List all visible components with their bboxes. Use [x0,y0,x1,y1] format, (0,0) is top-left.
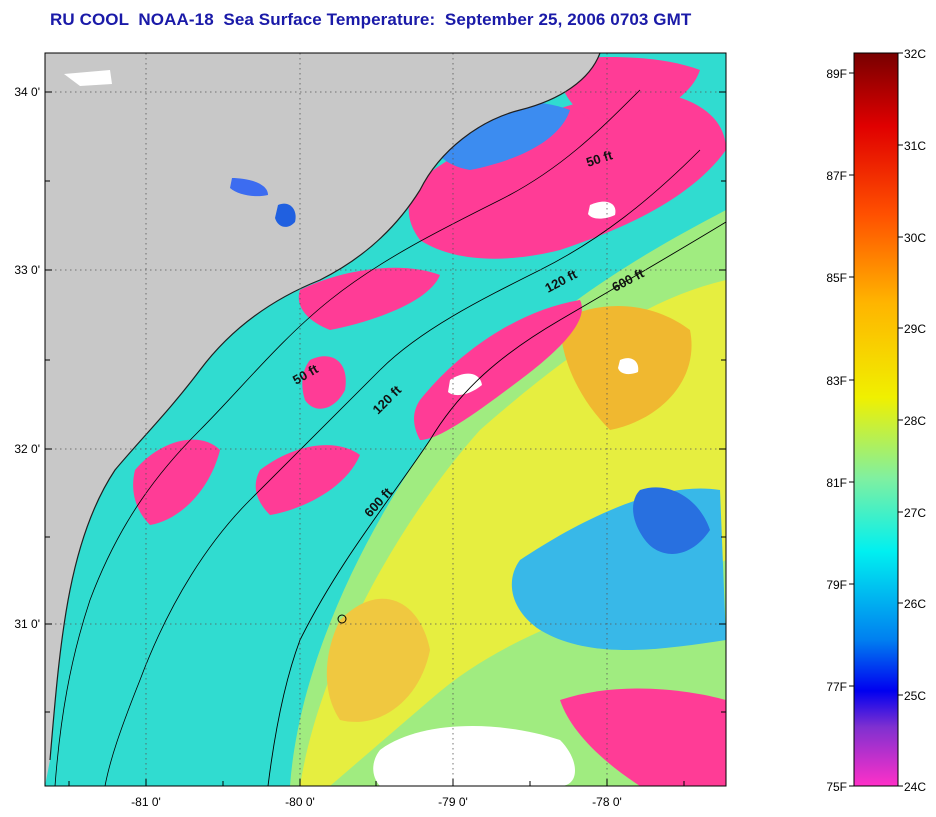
cloud-north [588,201,616,219]
colorbar-fahrenheit-label: 75F [826,780,847,794]
cold-patch-small-1 [302,356,346,409]
colorbar-celsius-label: 30C [904,231,926,245]
contour-120ft [104,149,701,786]
colorbar-fahrenheit-label: 81F [826,476,847,490]
colorbar-celsius-label: 26C [904,597,926,611]
colorbar-fahrenheit-label: 77F [826,680,847,694]
cloud-south [373,726,575,786]
warm-water-orange-south [326,598,430,722]
cold-patch-northeast [559,57,700,125]
colorbar-celsius-label: 32C [904,47,926,61]
colorbar-fahrenheit-label: 89F [826,67,847,81]
colorbar-fahrenheit-label: 79F [826,578,847,592]
lat-tick-label: 34 0' [14,85,40,99]
cold-patch-mid [298,267,440,330]
axis-ticks [45,91,726,786]
colorbar-fahrenheit-label: 87F [826,169,847,183]
lat-tick-label: 33 0' [14,263,40,277]
inland-lake-1 [230,178,268,197]
cold-patch-south [560,688,726,786]
lon-tick-label: -78 0' [592,795,622,809]
lat-tick-label: 31 0' [14,617,40,631]
lon-tick-label: -79 0' [438,795,468,809]
colorbar-ticks [849,52,903,787]
lat-tick-label: 32 0' [14,442,40,456]
map-title: RU COOL NOAA-18 Sea Surface Temperature:… [50,10,692,29]
colorbar-celsius-label: 25C [904,689,926,703]
colorbar-celsius-label: 31C [904,139,926,153]
cold-patch-small-2 [255,445,360,515]
blue-patch-deep [633,487,710,554]
colorbar-fahrenheit-label: 83F [826,374,847,388]
colorbar-celsius-label: 29C [904,322,926,336]
contour-50ft [54,89,641,786]
inland-cloud [64,70,112,86]
graticule [45,53,726,786]
colorbar-celsius-label: 28C [904,414,926,428]
colorbar-celsius-label: 24C [904,780,926,794]
colorbar-celsius-label: 27C [904,506,926,520]
lon-tick-label: -80 0' [285,795,315,809]
buoy-marker-icon [337,614,347,624]
cloud-shelf [448,373,482,396]
colorbar-fahrenheit-label: 85F [826,271,847,285]
lon-tick-label: -81 0' [131,795,161,809]
land-mass [45,53,600,786]
colorbar [854,53,898,786]
plot-frame [44,52,727,787]
cloud-east [618,358,639,375]
cold-patch-north [408,90,726,259]
cold-patch-coast [133,439,220,525]
cold-patch-shelf-break [414,300,582,440]
coastline [49,53,601,761]
inland-lake-2 [275,203,296,227]
contour-600ft [267,221,726,786]
